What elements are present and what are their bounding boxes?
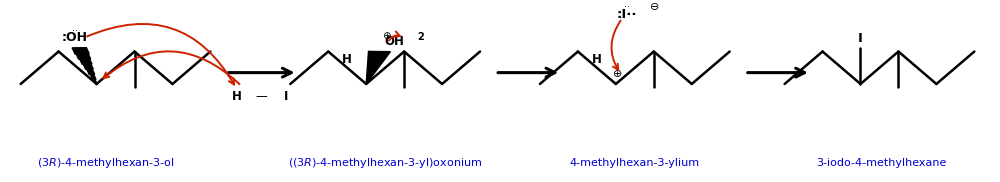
Text: :I··: :I·· (617, 8, 637, 21)
Text: (3$\mathit{R}$)-4-methylhexan-3-ol: (3$\mathit{R}$)-4-methylhexan-3-ol (37, 156, 174, 170)
Text: 3-iodo-4-methylhexane: 3-iodo-4-methylhexane (816, 158, 947, 168)
Text: :OH: :OH (61, 31, 87, 44)
Polygon shape (366, 51, 390, 84)
Text: ⊖: ⊖ (650, 2, 660, 12)
Text: 2: 2 (417, 32, 424, 42)
Polygon shape (93, 78, 97, 84)
Polygon shape (76, 53, 91, 59)
Text: I: I (858, 32, 863, 45)
Polygon shape (90, 73, 96, 79)
Text: H: H (342, 53, 352, 66)
Polygon shape (83, 63, 93, 69)
Text: 4-methylhexan-3-ylium: 4-methylhexan-3-ylium (570, 158, 700, 168)
Polygon shape (72, 48, 89, 54)
Text: ((3$\mathit{R}$)-4-methylhexan-3-yl)oxonium: ((3$\mathit{R}$)-4-methylhexan-3-yl)oxon… (288, 156, 482, 170)
Text: ⊕: ⊕ (382, 31, 391, 41)
Polygon shape (86, 68, 95, 74)
Text: H: H (592, 53, 602, 66)
Text: ··: ·· (72, 26, 78, 36)
Text: H: H (232, 90, 242, 102)
Text: OH: OH (384, 35, 404, 48)
Polygon shape (79, 58, 92, 64)
Text: ··: ·· (624, 3, 630, 13)
Text: —: — (256, 90, 267, 102)
Text: I: I (284, 90, 289, 102)
Text: ⊕: ⊕ (613, 70, 623, 80)
